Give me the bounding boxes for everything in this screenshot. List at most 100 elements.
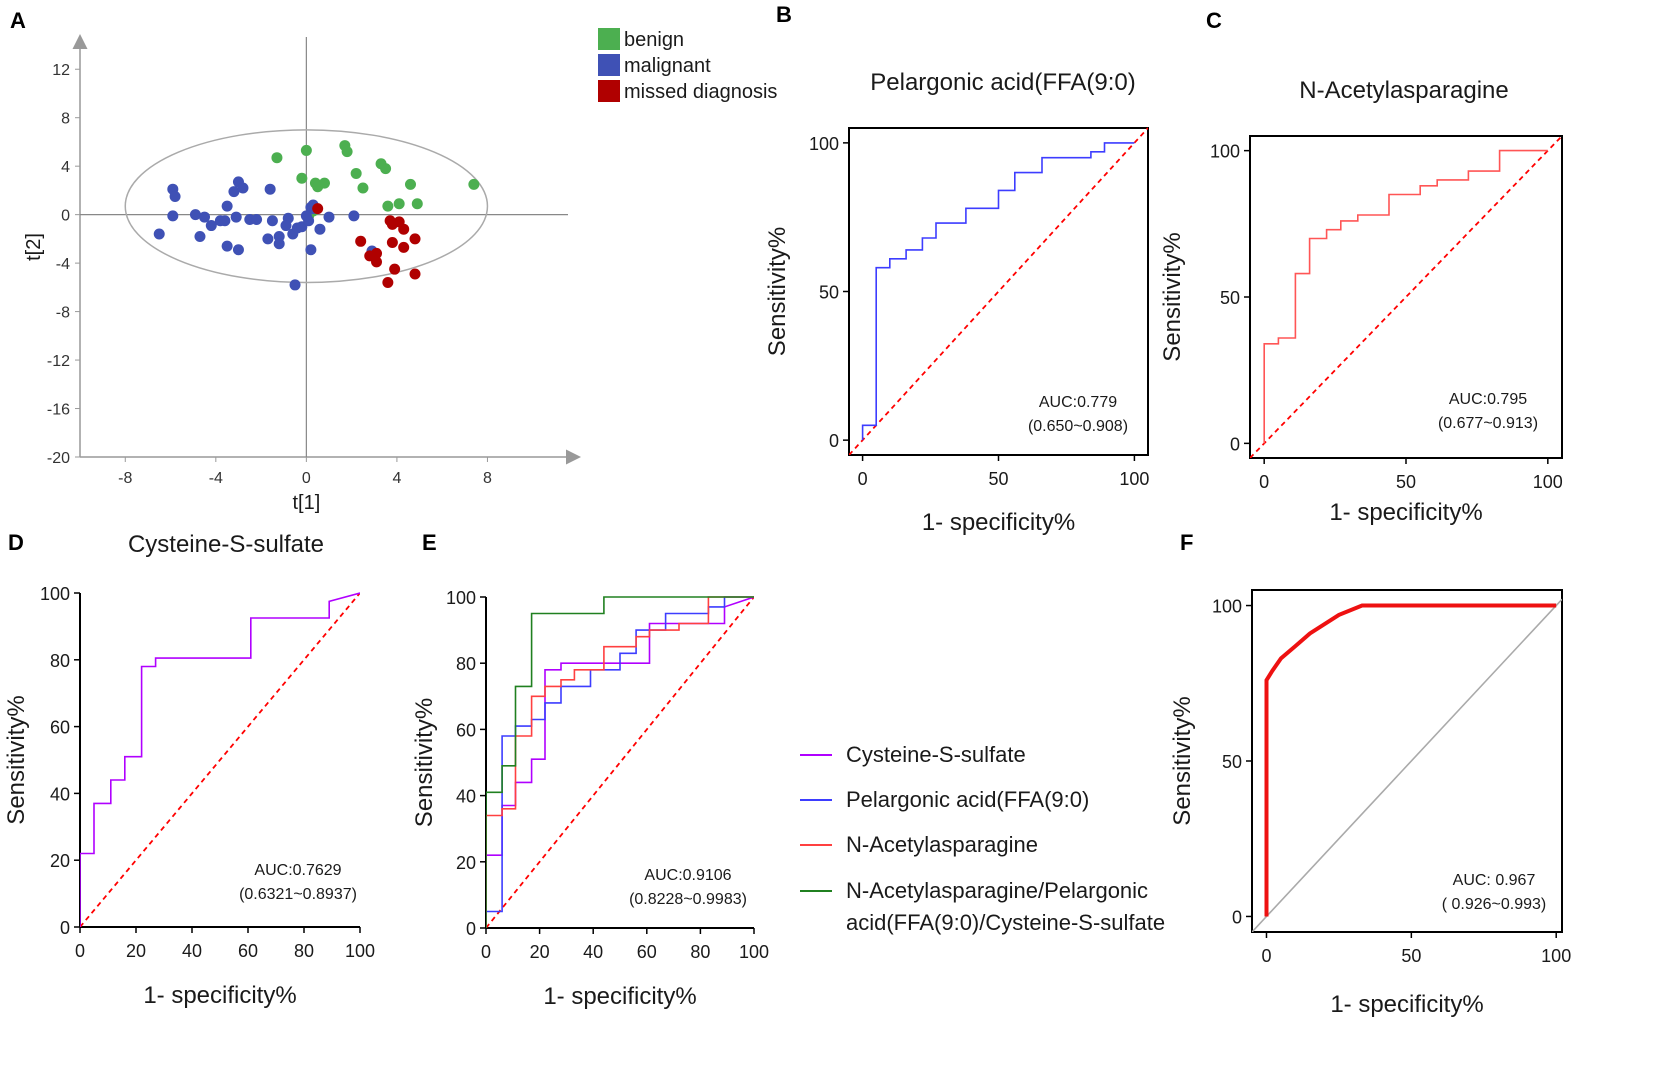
x-axis-title: 1- specificity%	[1329, 499, 1482, 526]
y-tick-label: 60	[456, 720, 476, 740]
panel-label-a: A	[10, 8, 26, 33]
auc-confidence-interval: (0.6321~0.8937)	[239, 886, 357, 903]
x-tick-label: 60	[238, 941, 258, 961]
y-tick-label: 100	[809, 134, 839, 154]
scatter-point	[264, 183, 276, 195]
scatter-point	[312, 203, 324, 215]
y-axis-title: Sensitivity%	[764, 227, 791, 356]
scatter-point	[357, 182, 369, 194]
y-tick-label: 0	[60, 918, 70, 938]
scatter-point	[468, 178, 480, 190]
y-tick-label: 100	[1212, 597, 1242, 617]
reference-line	[486, 596, 754, 928]
scatter-point	[389, 263, 401, 275]
scatter-point	[393, 216, 405, 228]
x-tick-label: 80	[294, 941, 314, 961]
scatter-point	[409, 268, 421, 280]
scatter-point	[251, 213, 263, 225]
reference-line	[1250, 135, 1562, 458]
legend-label-line2: acid(FFA(9:0)/Cysteine-S-sulfate	[846, 910, 1165, 935]
roc-curve-4	[486, 596, 754, 928]
panel-e: E 0 20 40 60 80 100 0 20 40 60 80 100 1- specificity%…	[411, 530, 1165, 1010]
scatter-point	[300, 144, 312, 156]
y-axis-title: t[2]	[23, 233, 45, 261]
x-tick-label: 4	[392, 470, 401, 487]
scatter-point	[232, 244, 244, 256]
plot-area	[849, 127, 1148, 455]
roc-curve-1	[1264, 603, 1557, 917]
y-tick-label: 40	[456, 787, 476, 807]
legend-label: malignant	[624, 55, 711, 77]
panel-label-e: E	[422, 530, 437, 555]
x-tick-label: 0	[75, 941, 85, 961]
y-tick-label: 100	[446, 588, 476, 608]
x-axis-title: 1- specificity%	[922, 509, 1075, 536]
scatter-point	[355, 235, 367, 247]
auc-value: AUC:0.7629	[254, 862, 341, 879]
legend-label: N-Acetylasparagine	[846, 832, 1038, 857]
scatter-point	[273, 238, 285, 250]
scatter-point	[167, 210, 179, 222]
auc-value: AUC:0.779	[1039, 394, 1117, 411]
panel-label-b: B	[776, 2, 792, 27]
scatter-point	[230, 211, 242, 223]
y-tick-label: -20	[47, 450, 70, 467]
x-axis-title: 1- specificity%	[1330, 991, 1483, 1018]
confidence-ellipse	[124, 129, 489, 284]
scatter-point	[266, 215, 278, 227]
x-tick-label: 0	[858, 469, 868, 489]
scatter-point	[305, 244, 317, 256]
scatter-point	[153, 228, 165, 240]
y-axis-title: Sensitivity%	[3, 695, 30, 824]
x-axis-title: 1- specificity%	[143, 982, 296, 1009]
scatter-point	[314, 223, 326, 235]
plot-area	[486, 596, 754, 928]
panel-label-d: D	[8, 530, 24, 555]
y-tick-label: 0	[1232, 907, 1242, 927]
legend-label: N-Acetylasparagine/Pelargonic	[846, 878, 1148, 903]
panel-d: D Cysteine-S-sulfate 0 20 40 60 80 100 0 20 40 60 80…	[3, 530, 375, 1009]
scatter-point	[194, 230, 206, 242]
plot-area	[1252, 598, 1562, 932]
auc-confidence-interval: (0.650~0.908)	[1028, 418, 1128, 435]
roc-legend: Cysteine-S-sulfate Pelargonic acid(FFA(9:…	[800, 742, 1165, 935]
y-axis-title: Sensitivity%	[1159, 232, 1186, 361]
x-tick-label: 40	[583, 942, 603, 962]
x-axis-title: 1- specificity%	[543, 983, 696, 1010]
x-tick-label: 40	[182, 941, 202, 961]
y-tick-label: -16	[47, 402, 70, 419]
roc-curve-3	[486, 596, 754, 928]
panel-b: B Pelargonic acid(FFA(9:0) 0 50 100 0 50 100 1- …	[764, 2, 1149, 536]
y-tick-label: 50	[1222, 752, 1242, 772]
scatter-point	[318, 177, 330, 189]
y-tick-label: 100	[40, 584, 70, 604]
auc-value: AUC: 0.967	[1453, 872, 1536, 889]
scatter-point	[169, 190, 181, 202]
scatter-point	[382, 277, 394, 289]
scatter-series-0	[271, 140, 480, 222]
scatter-point	[280, 220, 292, 232]
x-tick-label: 100	[1533, 472, 1563, 492]
y-tick-label: 0	[466, 919, 476, 939]
legend-label: benign	[624, 29, 684, 51]
chart-title: Pelargonic acid(FFA(9:0)	[870, 69, 1135, 96]
scatter-legend: benign malignant missed diagnosis	[598, 28, 777, 103]
scatter-point	[398, 241, 410, 253]
scatter-point	[371, 256, 383, 268]
x-tick-label: 100	[739, 942, 769, 962]
scatter-point	[237, 182, 249, 194]
y-tick-label: -8	[56, 305, 70, 322]
y-axis-title: Sensitivity%	[1169, 696, 1196, 825]
plot-area	[1250, 135, 1562, 458]
scatter-point	[189, 209, 201, 221]
x-tick-label: 20	[126, 941, 146, 961]
scatter-point	[393, 198, 405, 210]
x-tick-label: 100	[1119, 469, 1149, 489]
roc-curve-1	[1263, 149, 1548, 444]
legend-label: Cysteine-S-sulfate	[846, 742, 1026, 767]
y-tick-label: 20	[50, 851, 70, 871]
y-tick-label: 100	[1210, 142, 1240, 162]
x-tick-label: 0	[1261, 946, 1271, 966]
auc-value: AUC:0.795	[1449, 391, 1527, 408]
x-tick-label: 0	[481, 942, 491, 962]
